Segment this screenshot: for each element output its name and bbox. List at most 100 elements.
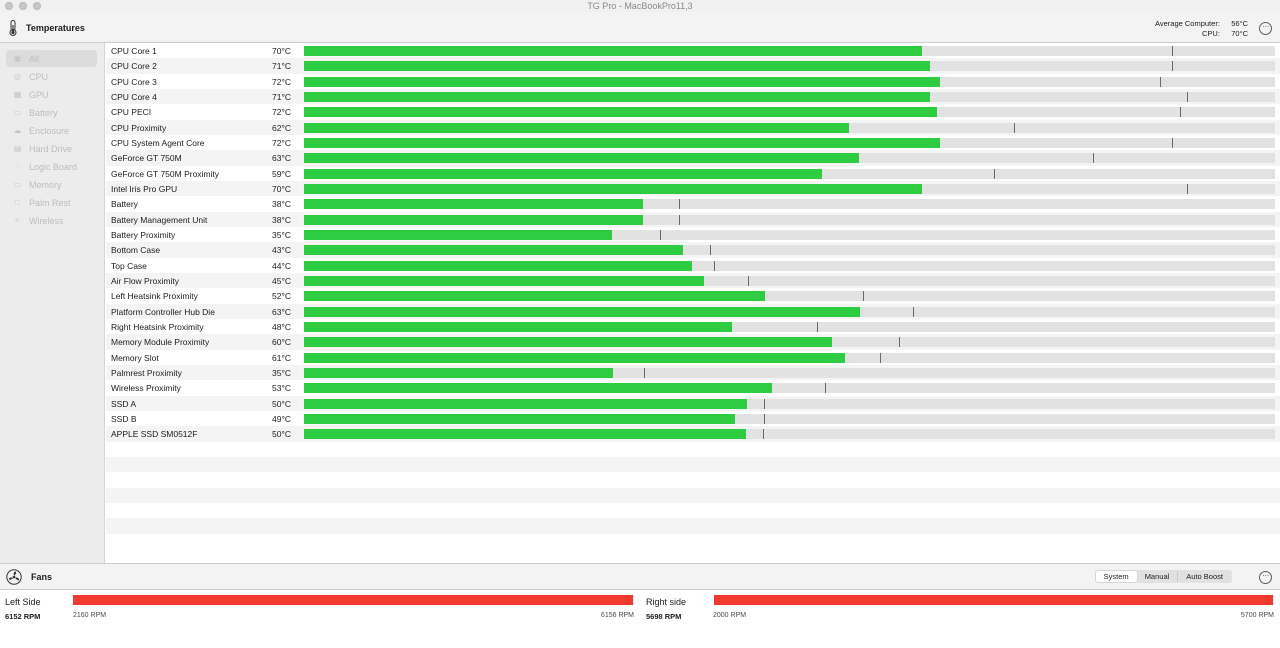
sensor-row[interactable]: Battery Management Unit 38°C — [106, 211, 1280, 227]
max-temperature-marker — [994, 168, 996, 179]
thermometer-icon — [9, 20, 17, 36]
fan-mode-manual[interactable]: Manual — [1144, 572, 1170, 581]
sensor-temperature: 38°C — [272, 214, 291, 225]
temperature-bar — [304, 306, 1275, 317]
temperature-bar — [304, 321, 1275, 332]
fan-mode-control[interactable]: System Manual Auto Boost — [1094, 570, 1232, 583]
temperature-bar-fill — [304, 122, 849, 133]
max-temperature-marker — [1186, 183, 1188, 194]
max-temperature-marker — [1172, 61, 1174, 72]
fans-more-button[interactable]: ⋯ — [1259, 571, 1272, 584]
temperatures-header: Temperatures Average Computer: 56°C CPU:… — [0, 12, 1280, 43]
sensor-row[interactable]: Battery 38°C — [106, 196, 1280, 211]
sensor-name: Air Flow Proximity — [111, 275, 180, 286]
temperature-bar — [304, 61, 1275, 72]
sensor-name: CPU System Agent Core — [111, 137, 205, 148]
temperature-bar — [304, 46, 1275, 56]
sensor-row[interactable]: Right Heatsink Proximity 48°C — [106, 319, 1280, 334]
sensor-row[interactable]: CPU Core 3 72°C — [106, 74, 1280, 89]
memory-icon: ▭ — [13, 180, 22, 189]
sensor-name: Memory Slot — [111, 352, 159, 363]
fan-left-side: Left Side 6152 RPM 2160 RPM 6156 RPM — [0, 590, 640, 630]
sensor-row[interactable]: Platform Controller Hub Die 63°C — [106, 303, 1280, 319]
max-temperature-marker — [912, 306, 914, 317]
sensor-list[interactable]: CPU Core 1 70°C CPU Core 2 71°C CPU Core 3 72… — [106, 43, 1280, 563]
sensor-temperature: 35°C — [272, 367, 291, 378]
sensor-row[interactable]: Intel Iris Pro GPU 70°C — [106, 180, 1280, 197]
temperature-bar-fill — [304, 245, 683, 256]
average-computer-value: 56°C — [1231, 19, 1248, 28]
sidebar-item-enclosure[interactable]: ☁ Enclosure — [6, 122, 97, 139]
temperature-bar — [304, 183, 1275, 194]
max-temperature-marker — [1186, 91, 1188, 102]
sidebar-item-all[interactable]: ▣ All — [6, 50, 97, 67]
zoom-window-button[interactable] — [33, 2, 41, 10]
temperature-bar-fill — [304, 337, 833, 348]
sensor-row[interactable]: Memory Module Proximity 60°C — [106, 334, 1280, 350]
title-bar: TG Pro - MacBookPro11,3 — [0, 0, 1280, 12]
sensor-row[interactable]: CPU Core 1 70°C — [106, 43, 1280, 58]
close-window-button[interactable] — [5, 2, 13, 10]
max-temperature-marker — [1172, 46, 1174, 56]
sensor-row[interactable]: CPU Core 4 71°C — [106, 88, 1280, 105]
sensor-row[interactable]: SSD A 50°C — [106, 395, 1280, 411]
sidebar-item-cpu[interactable]: ◎ CPU — [6, 68, 97, 85]
max-temperature-marker — [879, 352, 881, 363]
sensor-temperature: 72°C — [272, 107, 291, 118]
sidebar-item-label: Enclosure — [29, 125, 70, 136]
fan-speed-fill — [714, 595, 1274, 605]
sidebar-item-memory[interactable]: ▭ Memory — [6, 176, 97, 193]
sensor-row[interactable]: CPU Core 2 71°C — [106, 58, 1280, 74]
max-temperature-marker — [763, 429, 765, 440]
sensor-row[interactable]: SSD B 49°C — [106, 411, 1280, 426]
sidebar-item-hard-drive[interactable]: ▤ Hard Drive — [6, 140, 97, 157]
max-temperature-marker — [709, 245, 711, 256]
sidebar-item-battery[interactable]: ▭ Battery — [6, 104, 97, 121]
sensor-row[interactable]: Palmrest Proximity 35°C — [106, 364, 1280, 381]
temperature-bar-fill — [304, 46, 922, 56]
sensor-row[interactable]: APPLE SSD SM0512F 50°C — [106, 426, 1280, 442]
sidebar-item-label: Wireless — [29, 215, 64, 226]
sensor-name: Platform Controller Hub Die — [111, 306, 215, 317]
sensor-temperature: 71°C — [272, 61, 291, 72]
temperature-bar-fill — [304, 352, 845, 363]
temperature-bar — [304, 275, 1275, 286]
sensor-row[interactable]: Air Flow Proximity 45°C — [106, 272, 1280, 289]
sensor-row[interactable]: Left Heatsink Proximity 52°C — [106, 288, 1280, 303]
fan-mode-auto-boost[interactable]: Auto Boost — [1177, 571, 1231, 582]
minimize-window-button[interactable] — [19, 2, 27, 10]
sensor-temperature: 53°C — [272, 383, 291, 394]
empty-row — [106, 487, 1280, 503]
fan-rpm: 5698 RPM — [646, 612, 682, 621]
temperature-bar — [304, 291, 1275, 302]
sidebar-item-logic-board[interactable]: ◌ Logic Board — [6, 158, 97, 175]
max-temperature-marker — [863, 291, 865, 302]
fan-mode-system[interactable]: System — [1095, 571, 1137, 582]
sensor-row[interactable]: GeForce GT 750M Proximity 59°C — [106, 166, 1280, 181]
sensor-name: Intel Iris Pro GPU — [111, 183, 178, 194]
max-temperature-marker — [1179, 107, 1181, 118]
temperatures-more-button[interactable]: ⋯ — [1259, 22, 1272, 35]
fan-name: Right side — [646, 597, 687, 607]
temperature-bar-fill — [304, 413, 736, 424]
sensor-row[interactable]: Battery Proximity 35°C — [106, 227, 1280, 242]
sidebar-item-gpu[interactable]: ▦ GPU — [6, 86, 97, 103]
wireless-icon: ≈ — [15, 216, 20, 225]
sensor-temperature: 70°C — [272, 183, 291, 194]
sensor-row[interactable]: Memory Slot 61°C — [106, 350, 1280, 365]
sensor-row[interactable]: CPU PECI 72°C — [106, 104, 1280, 119]
sensor-row[interactable]: CPU Proximity 62°C — [106, 119, 1280, 135]
sensor-row[interactable]: CPU System Agent Core 72°C — [106, 135, 1280, 150]
sensor-row[interactable]: Wireless Proximity 53°C — [106, 380, 1280, 395]
sidebar-item-palm-rest[interactable]: □ Palm Rest — [6, 194, 97, 211]
sidebar-item-wireless[interactable]: ≈ Wireless — [6, 212, 97, 229]
sensor-name: Bottom Case — [111, 245, 161, 256]
sensor-row[interactable]: Bottom Case 43°C — [106, 242, 1280, 258]
average-computer-label: Average Computer: — [1155, 19, 1220, 28]
sensor-row[interactable]: Top Case 44°C — [106, 258, 1280, 273]
max-temperature-marker — [816, 321, 818, 332]
sidebar-item-label: Hard Drive — [29, 143, 73, 154]
sensor-row[interactable]: GeForce GT 750M 63°C — [106, 150, 1280, 166]
sensor-name: Battery Management Unit — [111, 214, 208, 225]
temperature-bar — [304, 337, 1275, 348]
